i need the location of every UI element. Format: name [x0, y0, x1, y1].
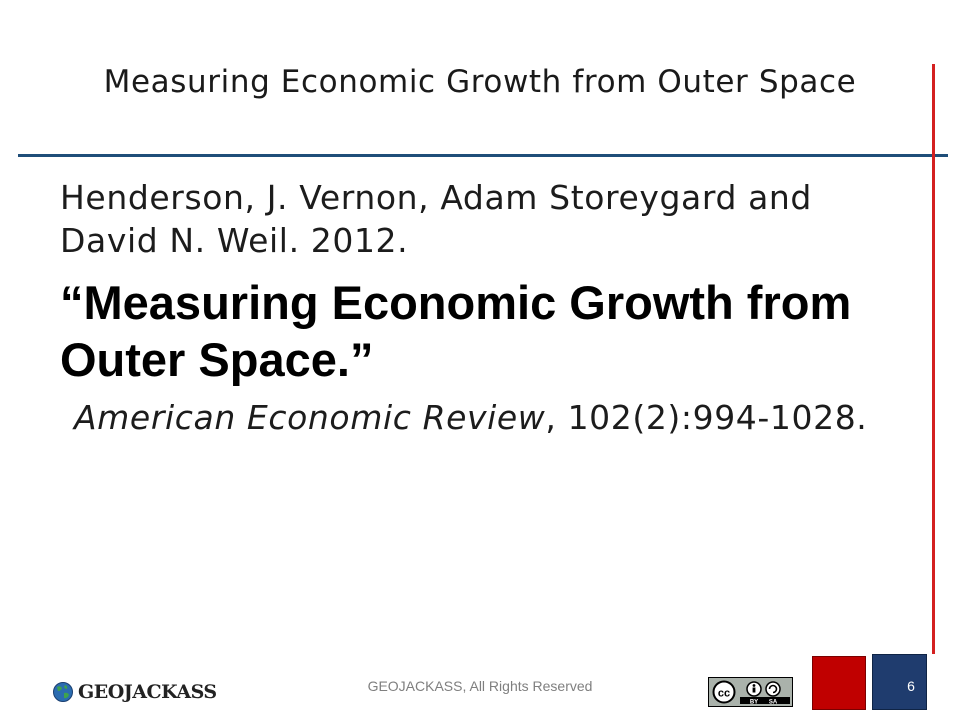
red-accent-square [812, 656, 866, 710]
citation-authors: Henderson, J. Vernon, Adam Storeygard an… [60, 178, 812, 260]
citation-journal: American Economic Review [74, 398, 546, 437]
svg-text:BY: BY [750, 700, 758, 706]
citation-body: Henderson, J. Vernon, Adam Storeygard an… [60, 176, 890, 439]
blue-accent-square [872, 654, 927, 710]
svg-text:cc: cc [718, 688, 730, 700]
citation-pages: , 102(2):994-1028. [545, 398, 868, 437]
slide-title: Measuring Economic Growth from Outer Spa… [103, 64, 857, 100]
globe-icon [53, 682, 73, 702]
citation-source: American Economic Review, 102(2):994-102… [60, 396, 890, 439]
svg-text:SA: SA [769, 700, 778, 706]
creative-commons-icon: cc BY SA [708, 677, 793, 707]
title-divider [18, 154, 948, 157]
footer-copyright: GEOJACKASS, All Rights Reserved [367, 678, 593, 694]
geojackass-logo: GEOJACKASS [52, 678, 217, 706]
logo-text: GEOJACKASS [78, 681, 217, 703]
citation-article-title: “Measuring Economic Growth from Outer Sp… [60, 276, 852, 386]
page-number: 6 [907, 678, 915, 694]
side-divider [932, 64, 935, 654]
